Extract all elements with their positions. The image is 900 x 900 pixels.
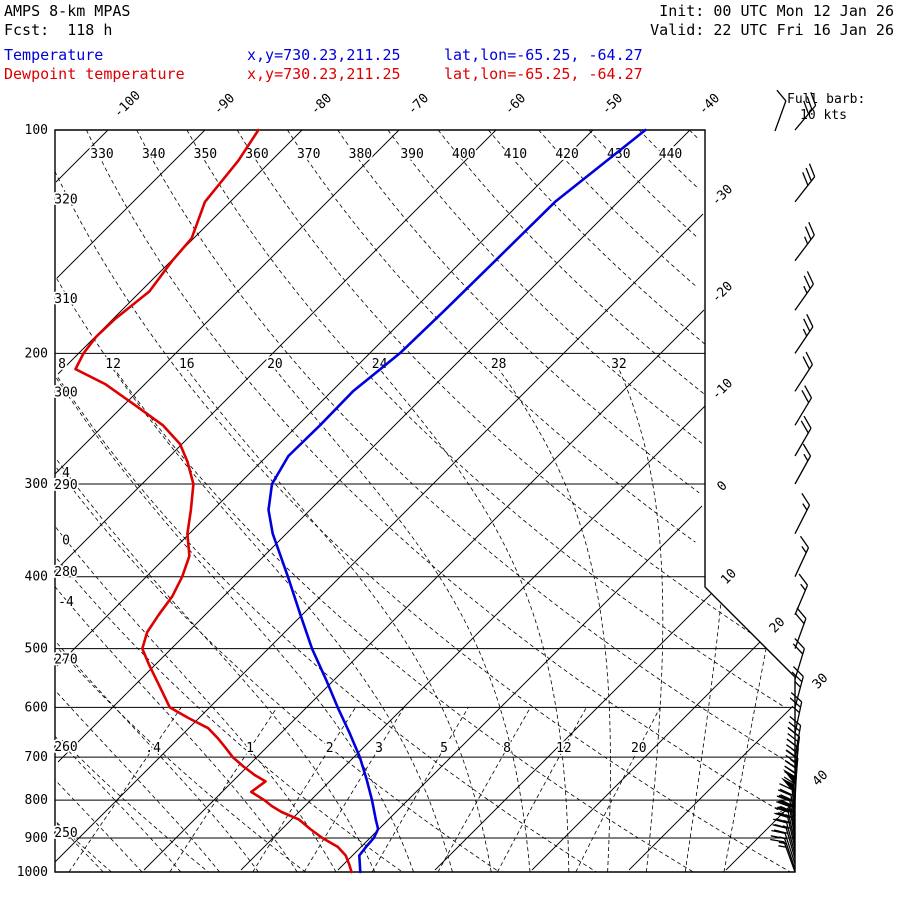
dewpoint-xy: x,y=730.23,211.25 — [247, 65, 401, 83]
valid-time: Valid: 22 UTC Fri 16 Jan 26 — [650, 21, 894, 39]
mixing-ratio-label: 2 — [326, 741, 334, 756]
isotherm-label: -60 — [502, 91, 529, 118]
moist-adiabat-label: 8 — [58, 357, 66, 372]
isotherm-label: -30 — [709, 182, 736, 209]
pressure-label: 400 — [25, 570, 48, 585]
dry-adiabat-label: 340 — [142, 147, 165, 162]
isotherm-label: 10 — [718, 566, 740, 588]
dewpoint-latlon: lat,lon=-65.25, -64.27 — [444, 65, 643, 83]
pressure-label: 100 — [25, 123, 48, 138]
forecast-hour: Fcst: 118 h — [4, 21, 113, 39]
dry-adiabats — [54, 129, 793, 873]
mixing-ratio-label: 12 — [556, 741, 572, 756]
dry-adiabat-label: 280 — [54, 565, 77, 580]
isotherm-label: 40 — [810, 768, 832, 790]
temperature-legend-label: Temperature — [4, 46, 104, 64]
dry-adiabat-label: 270 — [54, 652, 77, 667]
isotherm-label: 0 — [714, 478, 730, 494]
dry-adiabat-label: 420 — [555, 147, 578, 162]
dewpoint-legend-label: Dewpoint temperature — [4, 65, 185, 83]
pressure-label: 800 — [25, 793, 48, 808]
moist-adiabat-label: 20 — [267, 357, 283, 372]
dry-adiabat-label: 260 — [54, 740, 77, 755]
isotherm-label: 20 — [767, 615, 789, 637]
isotherm-label: -90 — [211, 91, 238, 118]
pressure-label: 900 — [25, 831, 48, 846]
pressure-label: 1000 — [17, 865, 48, 880]
temperature-curve — [267, 128, 647, 874]
pressure-lines — [55, 129, 795, 873]
isotherm-label: 30 — [810, 671, 832, 693]
isotherm-label: -10 — [709, 376, 736, 403]
moist-adiabat-label: 12 — [105, 357, 121, 372]
isotherm-label: -70 — [405, 91, 432, 118]
mixing-ratio-label: 1 — [246, 741, 254, 756]
dry-adiabat-label: 360 — [245, 147, 268, 162]
isotherm-label: -50 — [599, 91, 626, 118]
isotherm-label: -80 — [308, 91, 335, 118]
moist-adiabat-label: -4 — [58, 595, 74, 610]
dry-adiabat-label: 400 — [452, 147, 475, 162]
dry-adiabat-label: 250 — [54, 826, 77, 841]
mixing-ratio-label: 20 — [631, 741, 647, 756]
moist-adiabat-label: 16 — [179, 357, 195, 372]
mixing-ratio-label: 5 — [440, 741, 448, 756]
pressure-label: 300 — [25, 477, 48, 492]
dewpoint-curve — [74, 128, 353, 874]
temperature-latlon: lat,lon=-65.25, -64.27 — [444, 46, 643, 64]
moist-adiabat-label: 0 — [62, 534, 70, 549]
dry-adiabat-label: 330 — [90, 147, 113, 162]
barb-legend-title: Full barb: — [787, 92, 866, 107]
isotherm-label: -100 — [111, 88, 144, 121]
mixing-ratio-label: 8 — [503, 741, 511, 756]
mixing-ratio-label: .4 — [145, 741, 161, 756]
pressure-label: 500 — [25, 642, 48, 657]
plot-border — [54, 129, 796, 873]
dry-adiabat-label: 300 — [54, 386, 77, 401]
barb-legend-value: 10 kts — [800, 108, 847, 123]
pressure-label: 700 — [25, 750, 48, 765]
dry-adiabat-label: 380 — [349, 147, 372, 162]
temperature-xy: x,y=730.23,211.25 — [247, 46, 401, 64]
dry-adiabat-label: 310 — [54, 292, 77, 307]
isotherm-label: -40 — [696, 91, 723, 118]
isotherm-label: -20 — [709, 279, 736, 306]
moist-adiabats — [54, 361, 767, 873]
pressure-label: 600 — [25, 700, 48, 715]
moist-adiabat-label: 28 — [491, 357, 507, 372]
dry-adiabat-label: 370 — [297, 147, 320, 162]
dry-adiabat-label: 320 — [54, 192, 77, 207]
wind-barbs — [770, 89, 817, 873]
moist-adiabat-label: 32 — [611, 357, 627, 372]
init-time: Init: 00 UTC Mon 12 Jan 26 — [659, 2, 894, 20]
dry-adiabat-label: 440 — [659, 147, 682, 162]
dry-adiabat-label: 430 — [607, 147, 630, 162]
dry-adiabat-label: 350 — [194, 147, 217, 162]
dry-adiabat-label: 390 — [400, 147, 423, 162]
model-title: AMPS 8-km MPAS — [4, 2, 131, 20]
dry-adiabat-label: 410 — [504, 147, 527, 162]
moist-adiabat-label: 24 — [372, 357, 388, 372]
dry-adiabat-label: 290 — [54, 478, 77, 493]
moist-adiabat-label: 4 — [62, 466, 70, 481]
pressure-label: 200 — [25, 346, 48, 361]
mixing-ratio-label: 3 — [375, 741, 383, 756]
